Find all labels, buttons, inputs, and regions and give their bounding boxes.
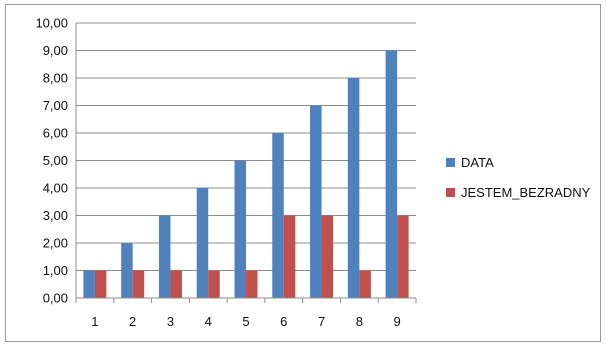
x-axis-tick-labels: 1 2 3 4 5 6 7 8 9 <box>91 314 400 329</box>
y-tick-label: 4,00 <box>43 181 68 196</box>
x-axis <box>75 23 417 303</box>
bar-data-2 <box>121 243 133 298</box>
x-tick-label: 6 <box>280 314 287 329</box>
x-tick-label: 2 <box>129 314 136 329</box>
x-tick-label: 1 <box>91 314 98 329</box>
bar-data-8 <box>347 78 360 298</box>
x-tick-label: 3 <box>167 314 174 329</box>
bar-data-4 <box>196 188 209 298</box>
bar-data-3 <box>158 215 171 298</box>
x-tick-label: 4 <box>205 314 212 329</box>
y-tick-label: 7,00 <box>43 98 68 113</box>
bar-data-9 <box>385 50 398 298</box>
bar-data-1 <box>83 270 95 298</box>
y-axis-tick-labels: 0,00 1,00 2,00 3,00 4,00 5,00 6,00 7,00 8,00 9,00… <box>35 16 68 306</box>
bars <box>83 50 409 298</box>
y-tick-label: 2,00 <box>43 236 68 251</box>
bar-jestem-bezradny-4 <box>208 270 220 298</box>
legend-label-data: DATA <box>461 155 494 170</box>
legend-label-jestem-bezradny: JESTEM_BEZRADNY <box>461 185 591 200</box>
x-tick-label: 7 <box>318 314 325 329</box>
y-tick-label: 0,00 <box>43 291 68 306</box>
bar-data-5 <box>234 160 246 298</box>
y-tick-label: 8,00 <box>43 71 68 86</box>
y-tick-label: 9,00 <box>43 43 68 58</box>
bar-jestem-bezradny-6 <box>283 215 296 298</box>
bar-jestem-bezradny-2 <box>132 270 145 298</box>
bar-data-7 <box>310 105 322 298</box>
x-tick-label: 9 <box>393 314 400 329</box>
legend: DATA JESTEM_BEZRADNY <box>446 155 591 200</box>
y-tick-label: 10,00 <box>35 16 68 31</box>
bar-data-6 <box>272 133 284 298</box>
y-tick-label: 1,00 <box>43 263 68 278</box>
bar-jestem-bezradny-1 <box>94 270 107 298</box>
bar-jestem-bezradny-9 <box>397 215 409 298</box>
y-tick-label: 5,00 <box>43 153 68 168</box>
legend-swatch-jestem-bezradny <box>446 188 455 197</box>
bar-jestem-bezradny-5 <box>246 270 258 298</box>
x-tick-label: 5 <box>242 314 249 329</box>
x-tick-label: 8 <box>356 314 363 329</box>
y-tick-label: 3,00 <box>43 208 68 223</box>
y-tick-label: 6,00 <box>43 126 68 141</box>
bar-jestem-bezradny-8 <box>359 270 371 298</box>
bar-jestem-bezradny-7 <box>321 215 334 298</box>
legend-swatch-data <box>446 158 455 167</box>
bar-jestem-bezradny-3 <box>170 270 182 298</box>
